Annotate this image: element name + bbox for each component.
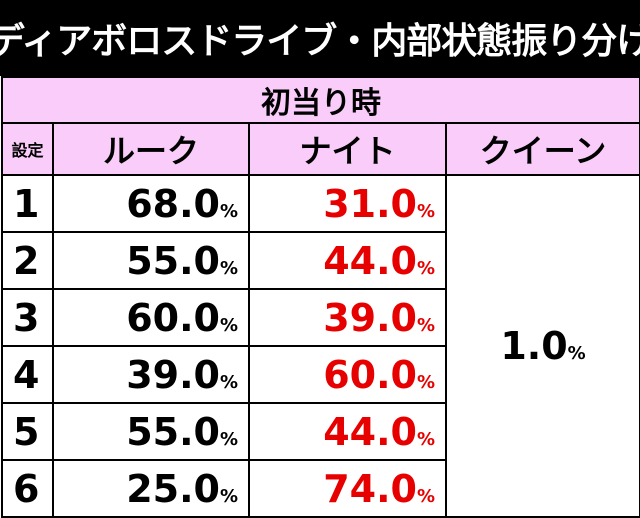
table-subtitle: 初当り時 [1,76,640,124]
percent-sign: % [219,428,238,450]
rook-value: 60.0 [126,295,220,340]
table-row: 1 68.0% 31.0% 1.0% [1,174,640,518]
knight-cell: 44.0% [248,231,447,290]
table-row: 5 55.0% 44.0% [1,402,640,461]
knight-value: 60.0 [323,352,417,397]
percent-sign: % [416,371,435,393]
table-row: 4 39.0% 60.0% [1,345,640,404]
rook-cell: 55.0% [52,402,250,461]
subtitle-row: 初当り時 [1,76,640,124]
knight-value: 74.0 [323,466,417,511]
rook-cell: 25.0% [52,459,250,518]
knight-value: 44.0 [323,238,417,283]
rook-value: 25.0 [126,466,220,511]
percent-sign: % [219,257,238,279]
knight-cell: 39.0% [248,288,447,347]
page-title: ディアボロスドライブ・内部状態振り分け [0,0,640,76]
header-queen: クイーン [445,122,640,176]
rook-value: 68.0 [126,181,220,226]
knight-cell: 74.0% [248,459,447,518]
rook-value: 55.0 [126,238,220,283]
knight-cell: 60.0% [248,345,447,404]
header-setting: 設定 [1,122,54,176]
percent-sign: % [416,485,435,507]
allocation-table: 初当り時 設定 ルーク ナイト クイーン 1 68.0% 31.0% 1.0% … [1,76,640,518]
rook-value: 39.0 [126,352,220,397]
rook-cell: 60.0% [52,288,250,347]
rook-cell: 68.0% [52,174,250,233]
knight-value: 39.0 [323,295,417,340]
knight-value: 44.0 [323,409,417,454]
rook-cell: 55.0% [52,231,250,290]
table-row: 3 60.0% 39.0% [1,288,640,347]
queen-cell: 1.0% [445,174,640,518]
knight-value: 31.0 [323,181,417,226]
header-rook: ルーク [52,122,250,176]
rook-value: 55.0 [126,409,220,454]
rook-cell: 39.0% [52,345,250,404]
header-row: 設定 ルーク ナイト クイーン [1,122,640,176]
setting-cell: 2 [1,231,54,290]
percent-sign: % [416,314,435,336]
table-row: 2 55.0% 44.0% [1,231,640,290]
knight-cell: 44.0% [248,402,447,461]
percent-sign: % [416,428,435,450]
setting-cell: 5 [1,402,54,461]
setting-cell: 1 [1,174,54,233]
setting-cell: 6 [1,459,54,518]
percent-sign: % [219,314,238,336]
percent-sign: % [219,485,238,507]
percent-sign: % [416,257,435,279]
knight-cell: 31.0% [248,174,447,233]
setting-cell: 3 [1,288,54,347]
setting-cell: 4 [1,345,54,404]
percent-sign: % [219,200,238,222]
percent-sign: % [416,200,435,222]
header-knight: ナイト [248,122,447,176]
queen-value: 1.0 [500,324,568,368]
percent-sign: % [219,371,238,393]
percent-sign: % [567,343,586,364]
